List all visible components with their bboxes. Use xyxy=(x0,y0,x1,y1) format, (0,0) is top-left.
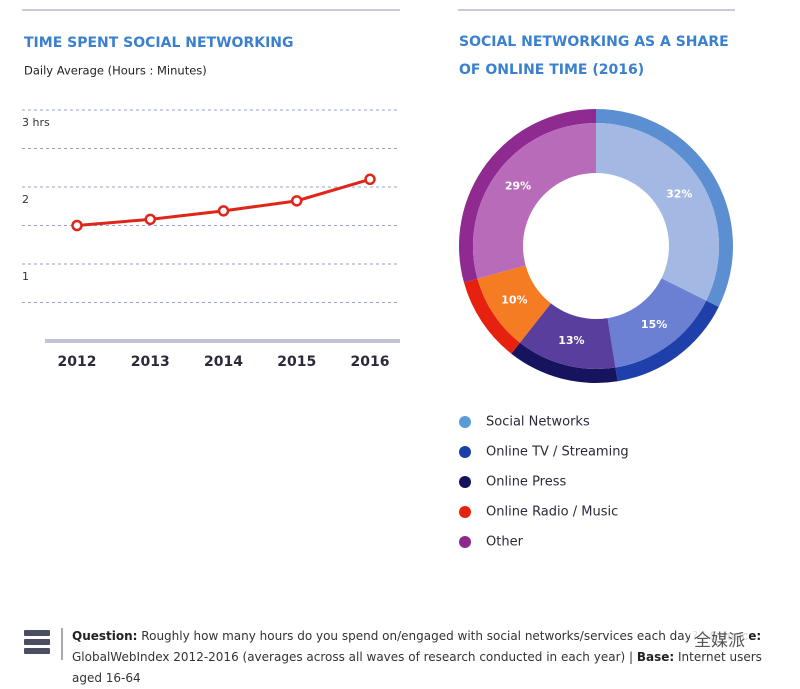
legend-label: Online TV / Streaming xyxy=(486,445,629,460)
donut-segment xyxy=(477,265,551,343)
data-label: 13% xyxy=(558,334,584,347)
legend-label: Social Networks xyxy=(486,415,590,430)
donut-segment xyxy=(607,278,707,368)
page: TIME SPENT SOCIAL NETWORKING Daily Avera… xyxy=(22,9,762,685)
legend-label: Online Press xyxy=(486,475,567,490)
point xyxy=(364,173,376,186)
data-label: 15% xyxy=(641,318,667,331)
data-label: 32% xyxy=(666,187,692,200)
legend-label: Online Radio / Music xyxy=(486,505,618,520)
chart-title: SOCIAL NETWORKING AS A SHARE OF ONLINE TI… xyxy=(459,34,729,78)
ring-segment xyxy=(463,278,520,354)
legend-swatch xyxy=(459,476,471,488)
text: Roughly how many hours do you spend on/e… xyxy=(141,629,699,643)
ring-segment xyxy=(615,300,719,382)
x-tick-label: 2012 xyxy=(58,354,97,370)
ring-segment xyxy=(596,109,733,307)
point xyxy=(291,195,303,207)
donut-segment xyxy=(596,123,719,301)
x-tick-label: 2013 xyxy=(131,354,170,370)
label: Question: xyxy=(72,629,138,643)
donut-segment xyxy=(519,303,616,369)
legend-label: Other xyxy=(486,535,524,550)
data-label: 29% xyxy=(505,180,531,193)
point xyxy=(217,205,230,217)
watermark: 全媒派 xyxy=(690,626,749,651)
footer-icon xyxy=(24,630,50,654)
x-tick-label: 2014 xyxy=(204,354,243,370)
legend-swatch xyxy=(459,536,471,548)
legend-swatch xyxy=(459,506,471,518)
legend-swatch xyxy=(459,416,471,428)
footer: Question: Roughly how many hours do you … xyxy=(72,629,762,685)
ring-segment xyxy=(458,109,596,283)
chart-subtitle: Daily Average (Hours : Minutes) xyxy=(24,64,207,78)
label: Base: xyxy=(636,650,675,664)
chart: TIME SPENT SOCIAL NETWORKING Daily Avera… xyxy=(22,9,735,660)
legend-swatch xyxy=(459,446,471,458)
line xyxy=(76,177,371,227)
point xyxy=(144,213,156,226)
donut-segment xyxy=(473,123,596,279)
chart-title: TIME SPENT SOCIAL NETWORKING xyxy=(24,35,294,51)
x-tick-label: 2016 xyxy=(351,354,390,370)
y-tick-label: 3 hrs xyxy=(22,116,50,129)
data-label: 10% xyxy=(501,293,527,306)
ring-segment xyxy=(511,342,618,383)
y-tick-label: 1 xyxy=(22,270,29,283)
point xyxy=(71,219,83,232)
y-tick-label: 2 xyxy=(22,193,29,206)
text: GlobalWebIndex 2012-2016 (averages acros… xyxy=(72,650,626,664)
x-tick-label: 2015 xyxy=(277,354,316,370)
